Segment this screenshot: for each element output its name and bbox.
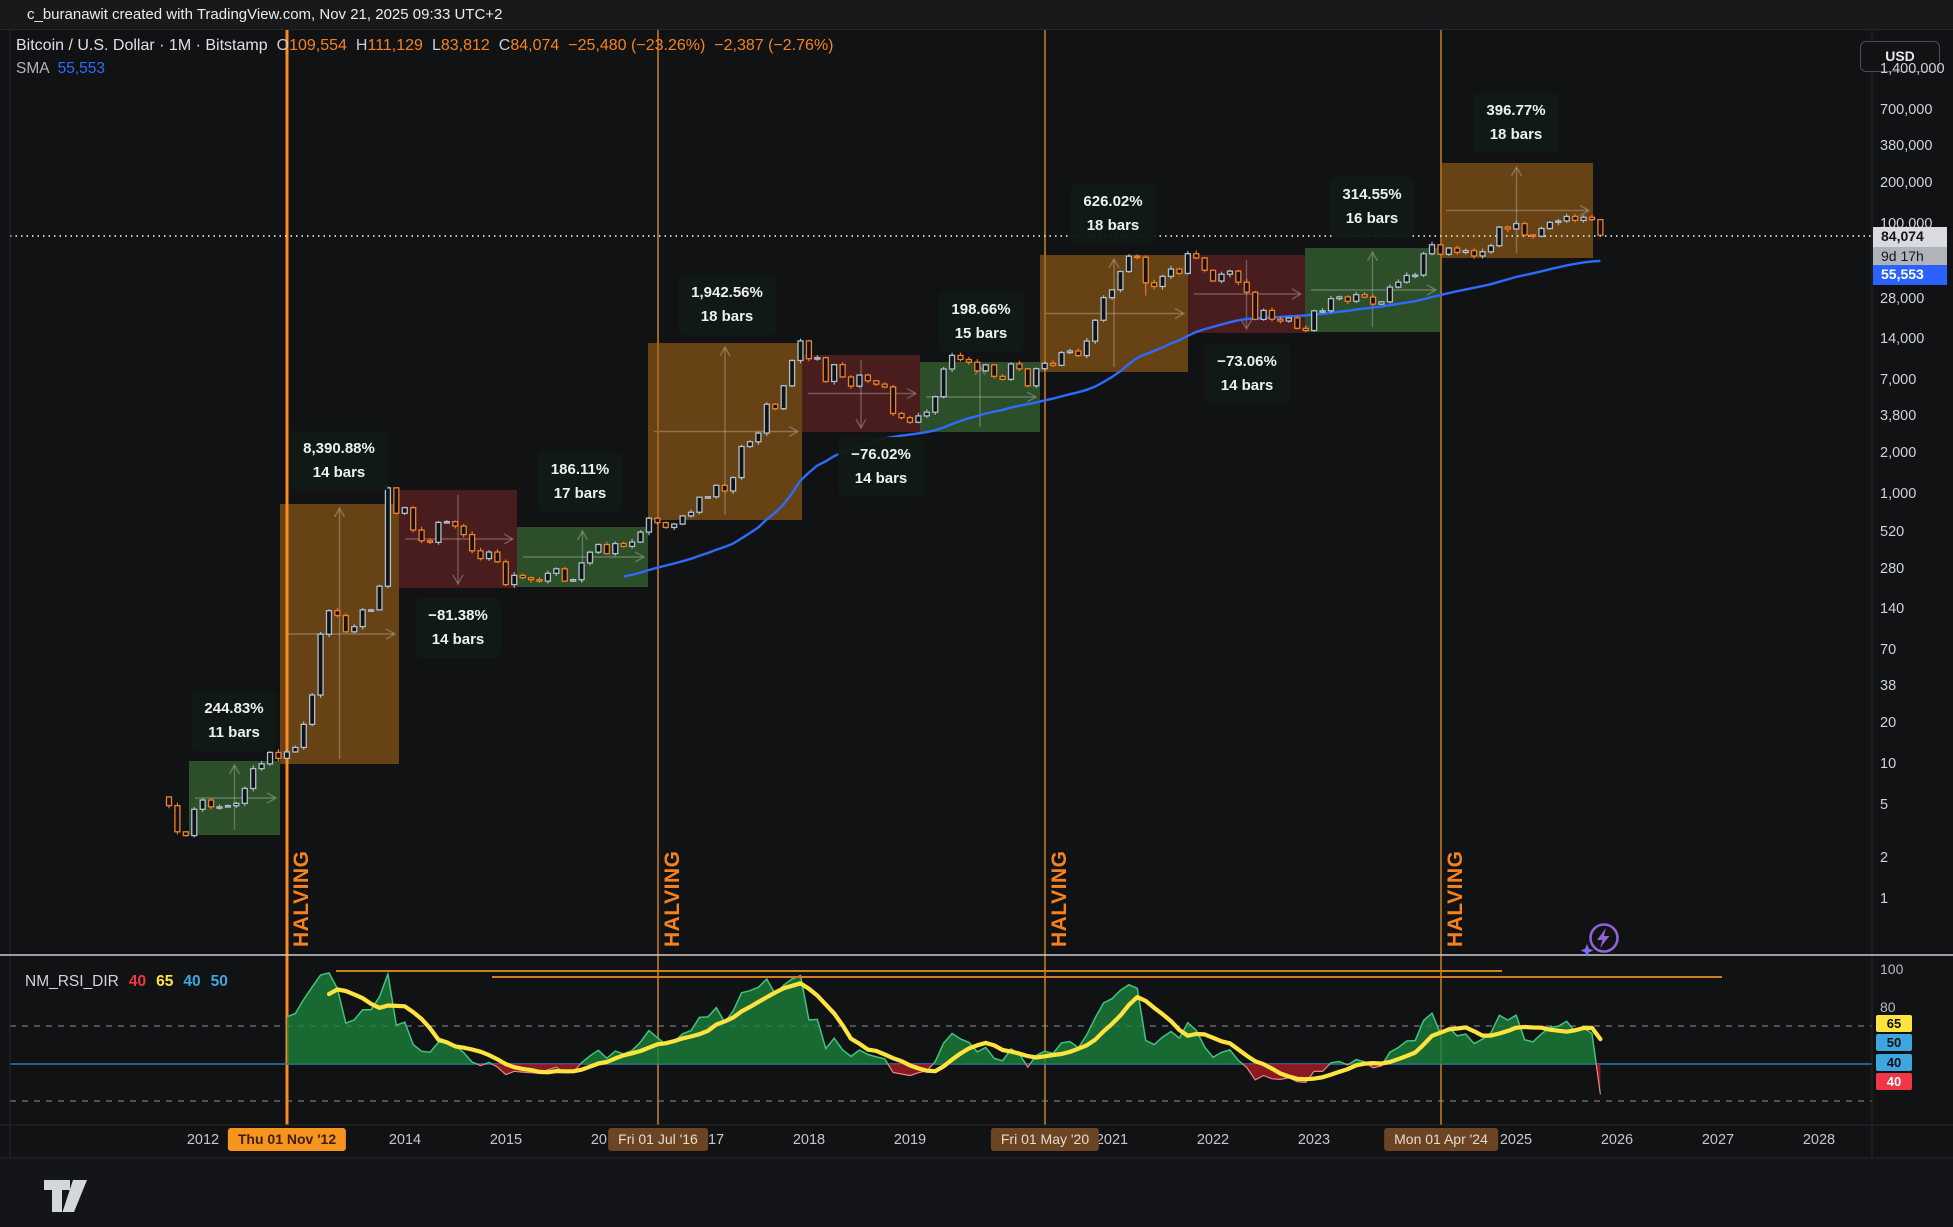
price-axis-label: 140 [1880, 601, 1905, 617]
price-axis-label: 70 [1880, 642, 1897, 658]
cycle-stat-label: 244.83% 11 bars [191, 691, 277, 751]
indicator-legend[interactable]: NM_RSI_DIR 40 65 40 50 [25, 973, 228, 991]
cycle-stat-label: 1,942.56% 18 bars [678, 275, 776, 335]
time-axis-year: 2027 [1701, 1132, 1735, 1148]
halving-label: HALVING [290, 850, 313, 947]
footer-bar: TradingView [0, 1159, 1953, 1227]
halving-date-tag: Thu 01 Nov '12 [227, 1128, 347, 1151]
symbol-legend[interactable]: Bitcoin / U.S. Dollar · 1M · Bitstamp O10… [16, 37, 834, 55]
cycle-stat-label: 8,390.88% 14 bars [290, 431, 388, 491]
halving-label: HALVING [1048, 850, 1071, 947]
indicator-axis-label: 80 [1880, 999, 1896, 1015]
time-axis-year: 2019 [893, 1132, 927, 1148]
cycle-stat-label: −81.38% 14 bars [415, 598, 501, 658]
indicator-level-label: 50 [1876, 1034, 1912, 1051]
flash-icon[interactable] [1578, 918, 1624, 966]
low-label: L [431, 37, 441, 54]
tradingview-logo-icon[interactable] [44, 1180, 90, 1214]
symbol-title: Bitcoin / U.S. Dollar · 1M · Bitstamp [16, 37, 268, 54]
time-axis-year: 2018 [792, 1132, 826, 1148]
change-percent: −2,387 (−2.76%) [714, 37, 834, 54]
indicator-name: NM_RSI_DIR [25, 973, 119, 990]
halving-date-tag: Fri 01 Jul '16 [608, 1128, 708, 1151]
price-axis-label: 200,000 [1880, 175, 1933, 191]
time-axis-year: 2015 [489, 1132, 523, 1148]
indicator-params: 40 65 40 50 [119, 973, 228, 990]
indicator-level-label: 40 [1876, 1054, 1912, 1071]
price-axis-label: 280 [1880, 561, 1905, 577]
price-axis-label: 2 [1880, 850, 1889, 866]
halving-date-tag: Fri 01 May '20 [990, 1128, 1100, 1151]
price-axis-label: 380,000 [1880, 138, 1933, 154]
price-axis-label: 1,000 [1880, 486, 1917, 502]
sma-legend[interactable]: SMA 55,553 [16, 60, 105, 78]
time-axis-year: 2023 [1297, 1132, 1331, 1148]
indicator-param-value: 50 [210, 973, 228, 990]
sma-label: SMA [16, 60, 50, 77]
indicator-param-value: 40 [183, 973, 201, 990]
price-axis-label: 38 [1880, 678, 1897, 694]
indicator-axis-label: 100 [1880, 961, 1904, 977]
indicator-level-label: 40 [1876, 1073, 1912, 1090]
low-value: 83,812 [440, 37, 490, 54]
high-value: 111,129 [367, 37, 423, 54]
price-axis-label: 3,800 [1880, 408, 1917, 424]
time-axis-year: 2026 [1600, 1132, 1634, 1148]
price-axis-label: 520 [1880, 524, 1905, 540]
cycle-stat-label: 396.77% 18 bars [1473, 93, 1559, 153]
cycle-stat-label: −76.02% 14 bars [838, 437, 924, 497]
cycle-stat-label: 186.11% 17 bars [537, 452, 623, 512]
open-label: O [276, 37, 290, 54]
halving-date-tag: Mon 01 Apr '24 [1384, 1128, 1498, 1151]
attribution-bar: c_buranawit created with TradingView.com… [0, 0, 1953, 30]
halving-label: HALVING [661, 850, 684, 947]
close-value: 84,074 [510, 37, 560, 54]
cycle-stat-label: 626.02% 18 bars [1070, 184, 1156, 244]
time-axis-year: 2012 [186, 1132, 220, 1148]
high-label: H [355, 37, 368, 54]
currency-button[interactable]: USD [1860, 41, 1940, 72]
price-axis-label: 14,000 [1880, 331, 1925, 347]
price-axis-label: 7,000 [1880, 372, 1917, 388]
close-label: C [498, 37, 511, 54]
last-price-label: 84,074 [1873, 227, 1947, 247]
indicator-param-value: 65 [156, 973, 174, 990]
bar-countdown-label: 9d 17h [1873, 247, 1947, 265]
halving-label: HALVING [1444, 850, 1467, 947]
time-axis-year: 2014 [388, 1132, 422, 1148]
indicator-level-label: 65 [1876, 1015, 1912, 1032]
price-axis-label: 20 [1880, 715, 1897, 731]
time-axis-year: 2022 [1196, 1132, 1230, 1148]
time-axis-year: 2021 [1095, 1132, 1129, 1148]
price-axis-label: 10 [1880, 756, 1897, 772]
cycle-stat-label: 314.55% 16 bars [1329, 177, 1415, 237]
price-axis-label: 28,000 [1880, 291, 1925, 307]
price-axis-label: 2,000 [1880, 445, 1917, 461]
sma-value: 55,553 [57, 60, 106, 77]
price-axis-label: 5 [1880, 797, 1889, 813]
cycle-stat-label: 198.66% 15 bars [938, 292, 1024, 352]
time-axis-year: 2028 [1802, 1132, 1836, 1148]
sma-price-label: 55,553 [1873, 265, 1947, 285]
price-axis-label: 1 [1880, 891, 1889, 907]
cycle-stat-label: −73.06% 14 bars [1204, 344, 1290, 404]
change-value: −25,480 (−23.26%) [568, 37, 706, 54]
price-axis-label: 1,400,000 [1880, 61, 1945, 77]
price-axis-label: 700,000 [1880, 102, 1933, 118]
indicator-param-value: 40 [128, 973, 147, 990]
time-axis-year: 2025 [1499, 1132, 1533, 1148]
attribution-text: c_buranawit created with TradingView.com… [27, 6, 503, 23]
pane-separator[interactable] [0, 951, 1953, 958]
open-value: 109,554 [289, 37, 347, 54]
